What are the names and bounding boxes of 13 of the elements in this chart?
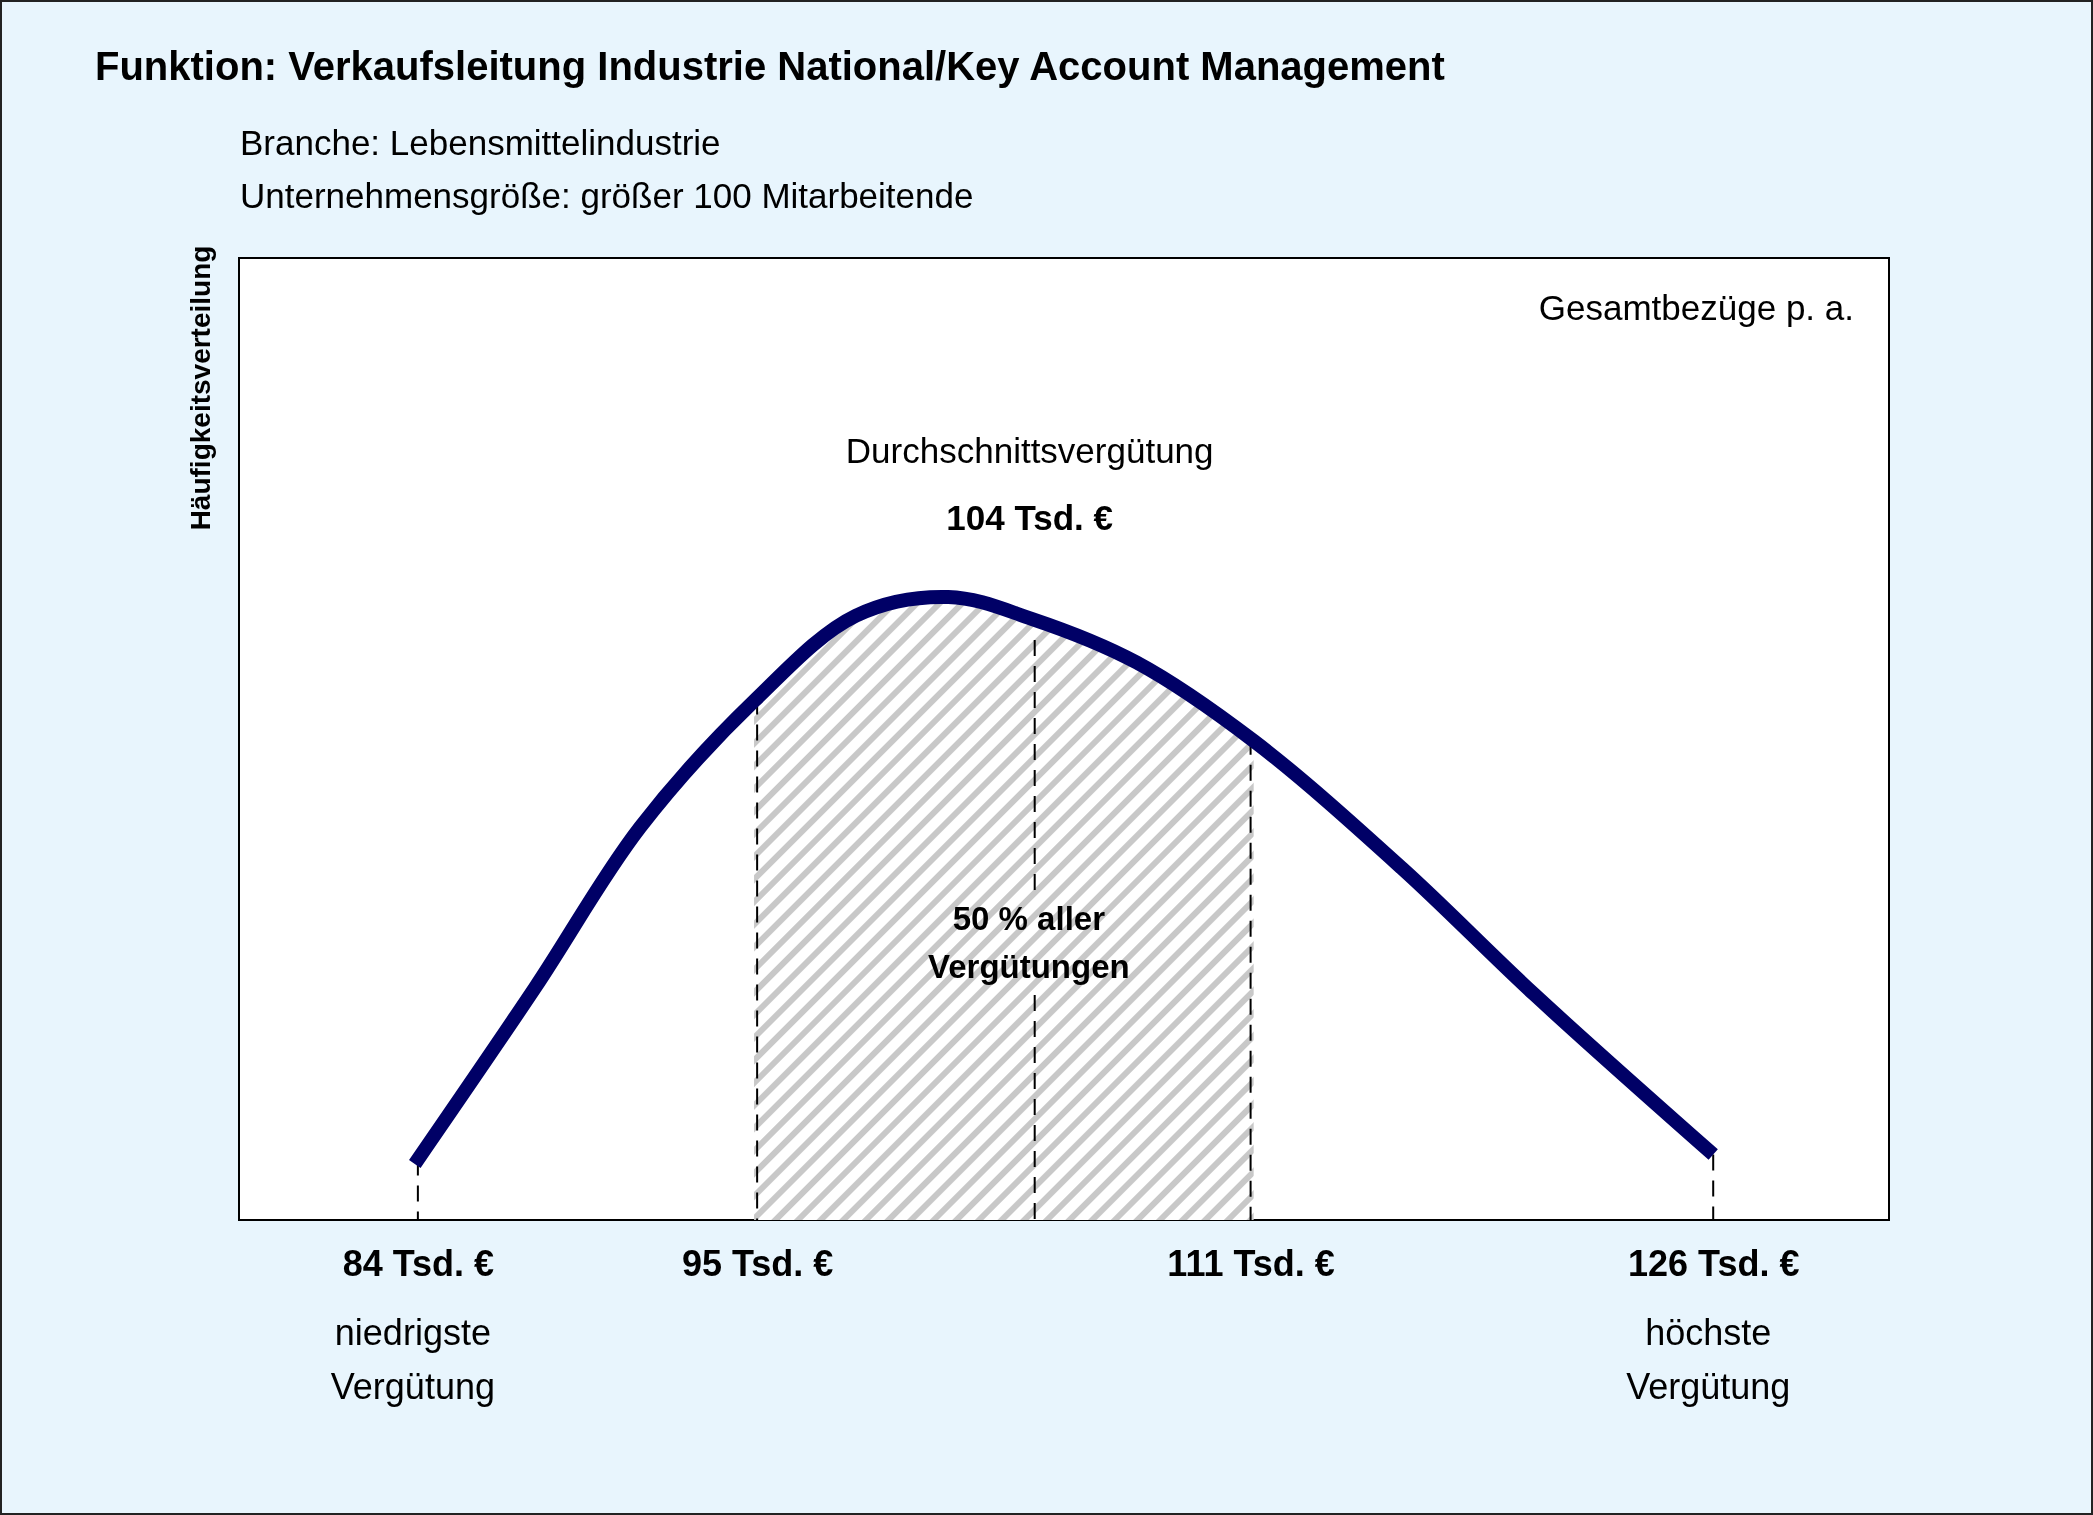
x-tick-label: 84 Tsd. € [342, 1242, 495, 1284]
text: niedrigste Vergütung [330, 1312, 495, 1407]
text: höchste Vergütung [1626, 1312, 1791, 1407]
x-tick-label: 126 Tsd. € [1627, 1242, 1800, 1284]
chart-title: Funktion: Verkaufsleitung Industrie National/Key Account Management [95, 44, 1445, 88]
x-tick-label: 111 Tsd. € [1167, 1242, 1335, 1284]
ref-line-label: 104 Tsd. € [946, 498, 1114, 537]
chart-subtitle: Branche: Lebensmittelindustrie Unternehmensgröße: größer 100 Mitarbeitende [240, 123, 974, 215]
text: Gesamtbezüge p. a. [1538, 288, 1854, 327]
x-tick-label: 95 Tsd. € [681, 1242, 834, 1284]
y-axis-title: Häufigkeitsverteilung [185, 245, 216, 531]
text: Durchschnittsvergütung [845, 431, 1214, 470]
annotation: 50 % aller Vergütungen [928, 900, 1130, 985]
